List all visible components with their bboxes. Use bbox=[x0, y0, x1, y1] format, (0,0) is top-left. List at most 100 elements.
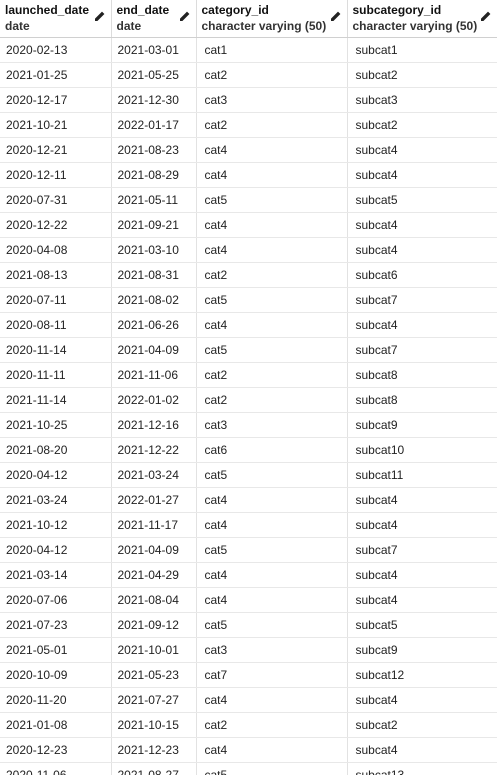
cell-category-id[interactable]: cat4 bbox=[196, 737, 348, 763]
cell-category-id[interactable]: cat4 bbox=[196, 487, 348, 513]
cell-launched-date[interactable]: 2021-01-25 bbox=[0, 62, 112, 88]
cell-end-date[interactable]: 2021-07-27 bbox=[111, 687, 197, 713]
cell-end-date[interactable]: 2021-11-06 bbox=[111, 362, 197, 388]
cell-end-date[interactable]: 2021-12-23 bbox=[111, 737, 197, 763]
table-row[interactable]: 2020-07-31 2021-05-11 cat5 subcat5 bbox=[0, 187, 497, 213]
cell-end-date[interactable]: 2021-12-22 bbox=[111, 437, 197, 463]
cell-subcategory-id[interactable]: subcat5 bbox=[347, 187, 497, 213]
cell-end-date[interactable]: 2021-10-15 bbox=[111, 712, 197, 738]
cell-end-date[interactable]: 2021-10-01 bbox=[111, 637, 197, 663]
cell-subcategory-id[interactable]: subcat11 bbox=[347, 462, 497, 488]
cell-category-id[interactable]: cat5 bbox=[196, 462, 348, 488]
cell-subcategory-id[interactable]: subcat12 bbox=[347, 662, 497, 688]
cell-subcategory-id[interactable]: subcat4 bbox=[347, 737, 497, 763]
cell-end-date[interactable]: 2021-05-23 bbox=[111, 662, 197, 688]
cell-end-date[interactable]: 2021-04-09 bbox=[111, 537, 197, 563]
cell-category-id[interactable]: cat3 bbox=[196, 637, 348, 663]
cell-category-id[interactable]: cat4 bbox=[196, 687, 348, 713]
table-row[interactable]: 2021-03-24 2022-01-27 cat4 subcat4 bbox=[0, 487, 497, 513]
column-header-end-date[interactable]: end_date date bbox=[111, 0, 197, 38]
column-header-subcategory-id[interactable]: subcategory_id character varying (50) bbox=[347, 0, 497, 38]
cell-subcategory-id[interactable]: subcat7 bbox=[347, 537, 497, 563]
table-row[interactable]: 2021-10-12 2021-11-17 cat4 subcat4 bbox=[0, 512, 497, 538]
table-row[interactable]: 2020-12-11 2021-08-29 cat4 subcat4 bbox=[0, 162, 497, 188]
cell-subcategory-id[interactable]: subcat5 bbox=[347, 612, 497, 638]
cell-launched-date[interactable]: 2020-12-22 bbox=[0, 212, 112, 238]
cell-category-id[interactable]: cat5 bbox=[196, 337, 348, 363]
cell-subcategory-id[interactable]: subcat7 bbox=[347, 287, 497, 313]
cell-launched-date[interactable]: 2021-10-21 bbox=[0, 112, 112, 138]
cell-end-date[interactable]: 2021-03-10 bbox=[111, 237, 197, 263]
cell-subcategory-id[interactable]: subcat4 bbox=[347, 562, 497, 588]
cell-launched-date[interactable]: 2021-08-20 bbox=[0, 437, 112, 463]
cell-end-date[interactable]: 2021-08-29 bbox=[111, 162, 197, 188]
cell-end-date[interactable]: 2021-09-21 bbox=[111, 212, 197, 238]
cell-launched-date[interactable]: 2020-11-20 bbox=[0, 687, 112, 713]
cell-category-id[interactable]: cat5 bbox=[196, 612, 348, 638]
cell-subcategory-id[interactable]: subcat4 bbox=[347, 137, 497, 163]
cell-category-id[interactable]: cat7 bbox=[196, 662, 348, 688]
cell-launched-date[interactable]: 2020-04-08 bbox=[0, 237, 112, 263]
cell-launched-date[interactable]: 2021-07-23 bbox=[0, 612, 112, 638]
table-row[interactable]: 2021-07-23 2021-09-12 cat5 subcat5 bbox=[0, 612, 497, 638]
cell-end-date[interactable]: 2021-03-24 bbox=[111, 462, 197, 488]
cell-subcategory-id[interactable]: subcat9 bbox=[347, 637, 497, 663]
cell-launched-date[interactable]: 2020-11-06 bbox=[0, 762, 112, 775]
cell-subcategory-id[interactable]: subcat13 bbox=[347, 762, 497, 775]
cell-category-id[interactable]: cat5 bbox=[196, 287, 348, 313]
table-row[interactable]: 2020-07-11 2021-08-02 cat5 subcat7 bbox=[0, 287, 497, 313]
cell-launched-date[interactable]: 2020-07-11 bbox=[0, 287, 112, 313]
cell-launched-date[interactable]: 2021-08-13 bbox=[0, 262, 112, 288]
cell-end-date[interactable]: 2021-11-17 bbox=[111, 512, 197, 538]
cell-end-date[interactable]: 2021-08-31 bbox=[111, 262, 197, 288]
cell-subcategory-id[interactable]: subcat2 bbox=[347, 62, 497, 88]
cell-end-date[interactable]: 2021-04-29 bbox=[111, 562, 197, 588]
table-row[interactable]: 2020-02-13 2021-03-01 cat1 subcat1 bbox=[0, 37, 497, 63]
cell-launched-date[interactable]: 2021-10-12 bbox=[0, 512, 112, 538]
table-row[interactable]: 2021-01-25 2021-05-25 cat2 subcat2 bbox=[0, 62, 497, 88]
table-row[interactable]: 2020-12-23 2021-12-23 cat4 subcat4 bbox=[0, 737, 497, 763]
cell-end-date[interactable]: 2021-12-30 bbox=[111, 87, 197, 113]
cell-launched-date[interactable]: 2020-08-11 bbox=[0, 312, 112, 338]
cell-launched-date[interactable]: 2020-04-12 bbox=[0, 537, 112, 563]
table-row[interactable]: 2020-08-11 2021-06-26 cat4 subcat4 bbox=[0, 312, 497, 338]
pencil-icon[interactable] bbox=[480, 10, 492, 22]
table-row[interactable]: 2020-11-06 2021-08-27 cat5 subcat13 bbox=[0, 762, 497, 775]
table-row[interactable]: 2020-12-22 2021-09-21 cat4 subcat4 bbox=[0, 212, 497, 238]
cell-launched-date[interactable]: 2020-07-31 bbox=[0, 187, 112, 213]
table-row[interactable]: 2021-10-25 2021-12-16 cat3 subcat9 bbox=[0, 412, 497, 438]
cell-category-id[interactable]: cat2 bbox=[196, 112, 348, 138]
cell-subcategory-id[interactable]: subcat4 bbox=[347, 687, 497, 713]
table-row[interactable]: 2020-04-08 2021-03-10 cat4 subcat4 bbox=[0, 237, 497, 263]
table-row[interactable]: 2020-10-09 2021-05-23 cat7 subcat12 bbox=[0, 662, 497, 688]
cell-category-id[interactable]: cat4 bbox=[196, 512, 348, 538]
cell-category-id[interactable]: cat2 bbox=[196, 62, 348, 88]
cell-subcategory-id[interactable]: subcat4 bbox=[347, 237, 497, 263]
cell-category-id[interactable]: cat2 bbox=[196, 712, 348, 738]
table-row[interactable]: 2020-04-12 2021-03-24 cat5 subcat11 bbox=[0, 462, 497, 488]
cell-subcategory-id[interactable]: subcat8 bbox=[347, 387, 497, 413]
table-row[interactable]: 2020-12-17 2021-12-30 cat3 subcat3 bbox=[0, 87, 497, 113]
cell-end-date[interactable]: 2022-01-02 bbox=[111, 387, 197, 413]
cell-launched-date[interactable]: 2021-05-01 bbox=[0, 637, 112, 663]
cell-subcategory-id[interactable]: subcat4 bbox=[347, 587, 497, 613]
cell-subcategory-id[interactable]: subcat4 bbox=[347, 512, 497, 538]
cell-end-date[interactable]: 2021-05-11 bbox=[111, 187, 197, 213]
cell-launched-date[interactable]: 2020-07-06 bbox=[0, 587, 112, 613]
cell-launched-date[interactable]: 2020-02-13 bbox=[0, 37, 112, 63]
cell-launched-date[interactable]: 2020-04-12 bbox=[0, 462, 112, 488]
cell-launched-date[interactable]: 2021-03-14 bbox=[0, 562, 112, 588]
cell-subcategory-id[interactable]: subcat6 bbox=[347, 262, 497, 288]
table-row[interactable]: 2020-11-14 2021-04-09 cat5 subcat7 bbox=[0, 337, 497, 363]
cell-subcategory-id[interactable]: subcat9 bbox=[347, 412, 497, 438]
cell-launched-date[interactable]: 2020-12-17 bbox=[0, 87, 112, 113]
table-row[interactable]: 2020-04-12 2021-04-09 cat5 subcat7 bbox=[0, 537, 497, 563]
cell-subcategory-id[interactable]: subcat7 bbox=[347, 337, 497, 363]
cell-category-id[interactable]: cat4 bbox=[196, 562, 348, 588]
cell-launched-date[interactable]: 2021-10-25 bbox=[0, 412, 112, 438]
pencil-icon[interactable] bbox=[179, 10, 191, 22]
cell-subcategory-id[interactable]: subcat4 bbox=[347, 487, 497, 513]
cell-category-id[interactable]: cat4 bbox=[196, 162, 348, 188]
cell-launched-date[interactable]: 2020-12-21 bbox=[0, 137, 112, 163]
cell-category-id[interactable]: cat3 bbox=[196, 87, 348, 113]
